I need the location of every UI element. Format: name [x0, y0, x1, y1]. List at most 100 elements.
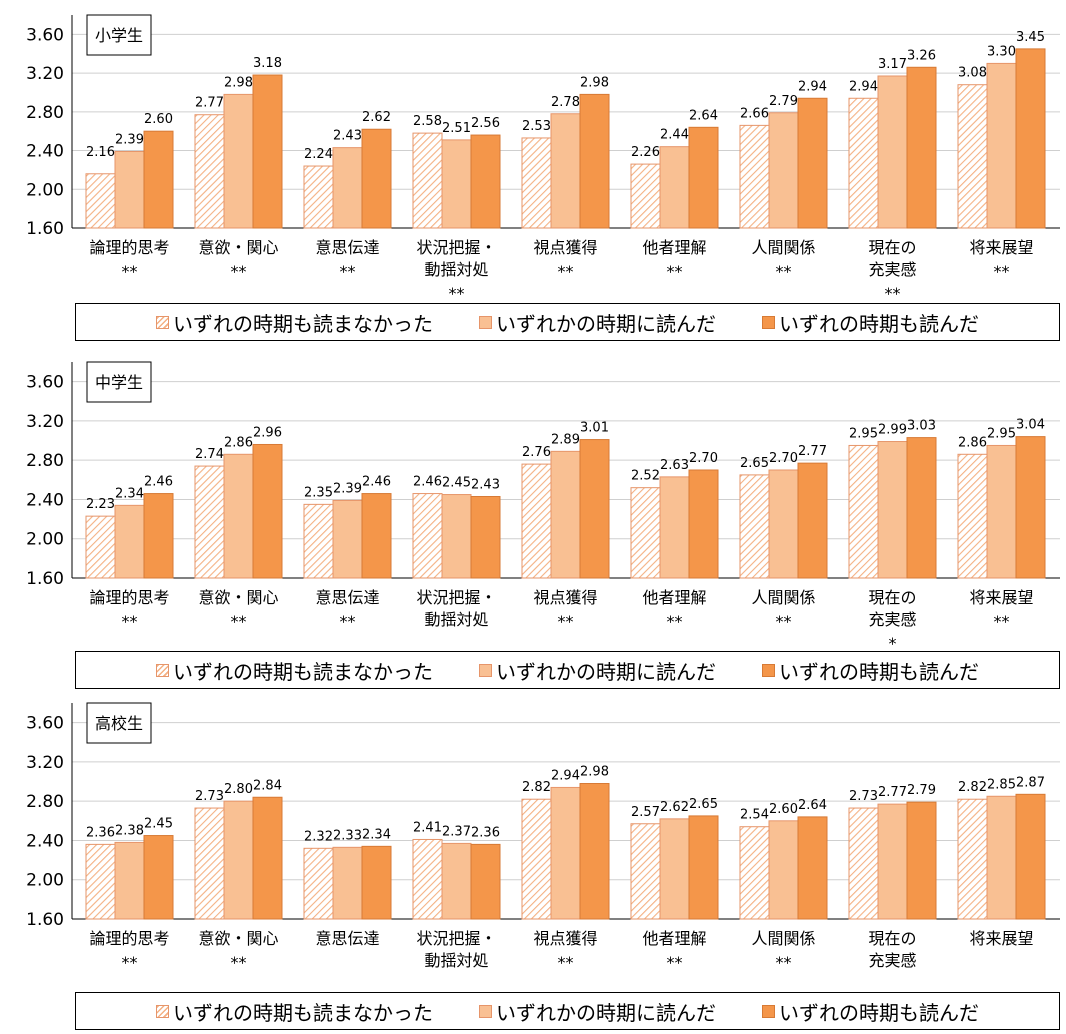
bar-series-1 [768, 820, 799, 920]
significance-mark: ** [449, 284, 465, 303]
bar-series-1 [332, 147, 363, 229]
data-label: 2.73 [195, 789, 224, 804]
bar-series-0 [412, 838, 443, 920]
bar-series-0 [412, 493, 443, 579]
bar-series-2 [797, 462, 828, 579]
legend-item-none: いずれの時期も読まなかった [156, 308, 433, 337]
data-label: 2.36 [471, 825, 500, 840]
significance-mark: ** [885, 284, 901, 303]
bar-series-2 [688, 815, 719, 920]
bar-series-0 [303, 503, 334, 579]
data-label: 2.87 [1016, 775, 1045, 790]
data-label: 2.36 [86, 825, 115, 840]
data-label: 2.66 [740, 106, 769, 121]
data-label: 2.70 [769, 451, 798, 466]
bar-series-0 [739, 124, 770, 229]
bar-series-1 [877, 441, 908, 579]
data-label: 2.37 [442, 824, 471, 839]
bar-series-1 [441, 842, 472, 920]
category-label: 論理的思考 [89, 588, 169, 607]
bar-series-0 [412, 132, 443, 229]
category-label: 現在の [868, 588, 916, 607]
data-label: 2.39 [115, 133, 144, 148]
legend-label-none: いずれの時期も読まなかった [173, 659, 433, 684]
data-label: 2.84 [253, 778, 282, 793]
legend-label-some: いずれかの時期に読んだ [496, 659, 716, 684]
bar-series-1 [986, 444, 1017, 579]
legend-high-school: いずれの時期も読まなかった いずれかの時期に読んだ いずれの時期も読んだ [75, 992, 1060, 1030]
data-label: 2.63 [660, 458, 689, 473]
data-label: 2.82 [522, 780, 551, 795]
bar-series-2 [797, 816, 828, 920]
bar-series-0 [848, 807, 879, 920]
legend-label-none: いずれの時期も読まなかった [173, 1000, 433, 1025]
bar-series-0 [957, 84, 988, 229]
bar-series-0 [848, 444, 879, 579]
category-label: 意思伝達 [315, 929, 379, 948]
data-label: 2.94 [551, 768, 580, 783]
bar-series-1 [659, 818, 690, 920]
bar-series-0 [521, 798, 552, 920]
bar-series-0 [194, 465, 225, 579]
bar-series-1 [441, 494, 472, 579]
data-label: 2.98 [580, 765, 609, 780]
data-label: 2.99 [878, 423, 907, 438]
y-tick-label: 3.20 [26, 64, 64, 84]
significance-mark: ** [994, 612, 1010, 631]
bar-series-2 [361, 493, 392, 579]
bar-series-1 [550, 786, 581, 920]
category-label: 将来展望 [969, 929, 1033, 948]
bar-series-2 [470, 496, 501, 579]
legend-swatch-hatched [156, 1004, 169, 1018]
legend-item-all: いずれの時期も読んだ [762, 656, 979, 685]
category-label: 人間関係 [751, 929, 815, 948]
data-label: 2.62 [362, 110, 391, 125]
data-label: 3.03 [907, 419, 936, 434]
y-tick-label: 3.20 [26, 412, 64, 432]
bar-series-0 [739, 474, 770, 579]
chart-title: 高校生 [95, 714, 143, 733]
bar-series-2 [579, 439, 610, 579]
bar-series-0 [303, 847, 334, 920]
data-label: 2.43 [471, 478, 500, 493]
legend-label-none: いずれの時期も読まなかった [173, 311, 433, 336]
category-label: 充実感 [868, 260, 916, 279]
data-label: 2.86 [224, 435, 253, 450]
bar-series-2 [906, 66, 937, 229]
chart-title-box [86, 702, 152, 744]
data-label: 2.98 [224, 75, 253, 90]
bar-series-1 [986, 795, 1017, 920]
bar-series-1 [114, 151, 145, 229]
y-tick-label: 3.60 [26, 714, 64, 734]
significance-mark: ** [231, 612, 247, 631]
y-tick-label: 1.60 [26, 219, 64, 239]
data-label: 2.51 [442, 121, 471, 136]
legend-swatch-light [479, 663, 492, 677]
bar-series-1 [768, 112, 799, 229]
legend-item-none: いずれの時期も読まなかった [156, 997, 433, 1026]
data-label: 2.78 [551, 95, 580, 110]
significance-mark: ** [667, 262, 683, 281]
data-label: 2.38 [115, 823, 144, 838]
y-tick-label: 2.80 [26, 792, 64, 812]
chart-title: 小学生 [95, 26, 143, 45]
bar-series-0 [521, 463, 552, 579]
category-label: 現在の [868, 238, 916, 257]
bar-series-2 [797, 97, 828, 229]
category-label: 論理的思考 [89, 929, 169, 948]
data-label: 2.64 [689, 108, 718, 123]
data-label: 2.46 [362, 475, 391, 490]
data-label: 2.95 [987, 426, 1016, 441]
bar-series-1 [223, 93, 254, 229]
data-label: 3.26 [907, 48, 936, 63]
bar-series-1 [659, 146, 690, 229]
bar-series-2 [579, 93, 610, 229]
bar-series-2 [1015, 48, 1046, 229]
legend-swatch-hatched [156, 315, 169, 329]
legend-label-all: いずれの時期も読んだ [779, 311, 979, 336]
bar-series-2 [1015, 436, 1046, 579]
category-label: 他者理解 [642, 238, 706, 257]
data-label: 3.17 [878, 57, 907, 72]
significance-mark: ** [994, 262, 1010, 281]
data-label: 3.08 [958, 66, 987, 81]
